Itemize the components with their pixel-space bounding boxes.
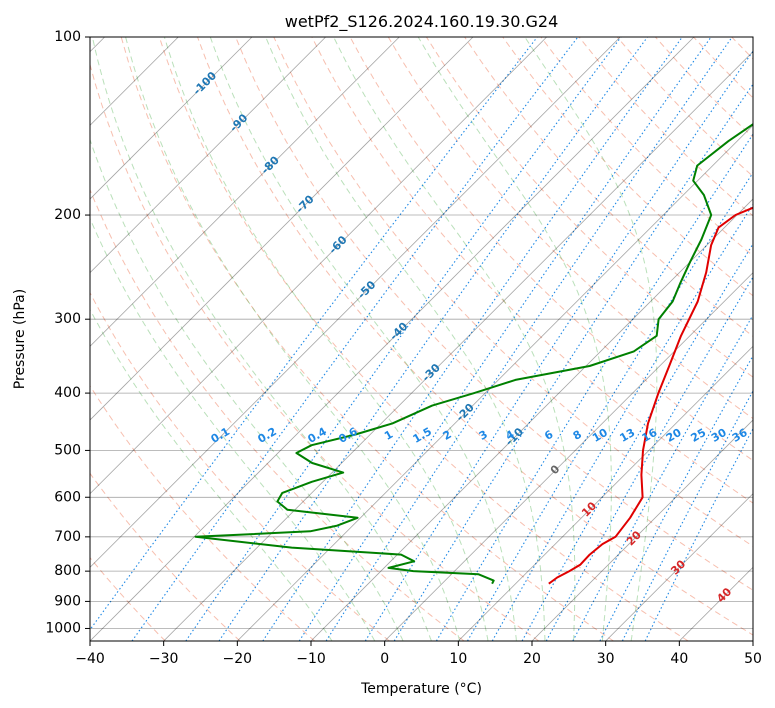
x-axis-title: Temperature (°C)	[360, 681, 482, 697]
x-tick-label: 50	[744, 651, 762, 667]
mixing-ratio-line	[644, 427, 753, 641]
moist-adiabat-line	[209, 37, 517, 641]
dry-adiabat-line	[273, 37, 753, 547]
y-tick-label: 400	[54, 385, 81, 401]
y-tick-label: 900	[54, 593, 81, 609]
y-tick-label: 600	[54, 489, 81, 505]
isotherm-line	[310, 198, 753, 641]
isotherm-line	[90, 37, 621, 568]
y-tick-label: 500	[54, 442, 81, 458]
moist-adiabat-line	[265, 37, 546, 641]
mixing-ratio-line	[467, 171, 753, 641]
dry-adiabat-line	[90, 62, 540, 641]
moist-adiabat-line	[417, 37, 612, 641]
isotherm-line	[163, 51, 753, 641]
isotherm-line	[90, 37, 326, 274]
mixing-ratio-line	[131, 37, 579, 641]
temperature-profile-line	[548, 206, 753, 585]
dry-adiabat-line	[387, 37, 753, 420]
mixing-ratio-line	[491, 203, 753, 641]
isotherm-line	[458, 345, 753, 641]
isotherm-line	[90, 37, 400, 347]
y-tick-label: 800	[54, 563, 81, 579]
dry-adiabat-line	[502, 37, 753, 297]
chart-title: wetPf2_S126.2024.160.19.30.G24	[285, 12, 559, 32]
isotherm-line	[90, 37, 547, 495]
moist-adiabat-line	[90, 308, 333, 641]
isotherm-line	[531, 419, 753, 641]
y-tick-label: 200	[54, 207, 81, 223]
dry-adiabat-line	[90, 384, 316, 641]
dry-adiabat-line	[311, 37, 753, 504]
y-tick-label: 100	[54, 29, 81, 45]
isotherm-line	[90, 37, 253, 200]
moist-adiabat-line	[163, 37, 489, 641]
y-tick-label: 700	[54, 529, 81, 545]
dry-adiabat-line	[90, 291, 390, 641]
moist-adiabat-line	[524, 37, 658, 641]
dry-adiabat-line	[349, 37, 753, 462]
mixing-ratio-line	[435, 133, 753, 641]
profile-lines	[194, 123, 753, 585]
mixing-ratio-line	[521, 242, 753, 641]
isotherm-line	[237, 124, 753, 641]
moist-adiabat-line	[125, 37, 461, 641]
x-tick-label: −40	[75, 651, 105, 667]
mixing-ratio-line	[185, 37, 622, 641]
plot-frame	[89, 36, 754, 642]
x-tick-label: 20	[523, 651, 541, 667]
mixing-ratio-line	[90, 37, 538, 631]
y-tick-label: 1000	[45, 620, 81, 636]
x-tick-label: −20	[223, 651, 253, 667]
dewpoint-profile-line	[194, 123, 753, 585]
y-axis-title: Pressure (hPa)	[12, 289, 28, 389]
dry-adiabat-line	[235, 37, 753, 591]
dry-adiabat-line	[425, 37, 753, 378]
dry-adiabat-line	[90, 188, 465, 641]
dry-adiabat-line	[197, 37, 753, 636]
moist-adiabat-line	[90, 217, 376, 641]
x-tick-label: 40	[670, 651, 688, 667]
mixing-ratio-line	[364, 50, 753, 641]
isotherm-line	[90, 37, 695, 641]
isotherm-line	[90, 37, 474, 421]
isotherm-line	[605, 493, 753, 641]
x-tick-label: 0	[380, 651, 389, 667]
axes: −40 −30 −20 −10 0 10 20 30 40 50 100 200 300 400 500 60…	[45, 29, 762, 667]
y-tick-label: 300	[54, 311, 81, 327]
x-tick-label: −10	[296, 651, 326, 667]
x-tick-label: 30	[597, 651, 615, 667]
dry-adiabat-line	[158, 37, 689, 641]
moist-adiabat-line	[91, 37, 432, 641]
x-tick-label: 10	[449, 651, 467, 667]
dry-adiabat-line	[120, 37, 614, 641]
moist-adiabat-line	[333, 37, 576, 641]
mixing-ratio-line	[393, 83, 753, 641]
mixing-ratio-line	[298, 37, 712, 641]
x-tick-label: −30	[149, 651, 179, 667]
dry-adiabat-line	[90, 472, 241, 641]
mixing-ratio-line	[545, 276, 753, 641]
isotherm-line	[384, 272, 753, 641]
